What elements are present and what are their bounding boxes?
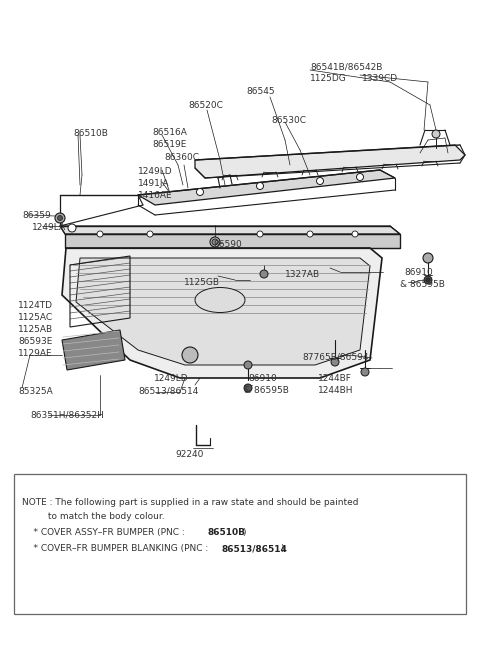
Text: 1124TD: 1124TD [18,301,53,310]
Text: 85325A: 85325A [18,387,53,396]
Circle shape [424,276,432,284]
Text: 1244BH: 1244BH [318,386,353,395]
Circle shape [182,347,198,363]
Text: 1125GB: 1125GB [184,278,220,287]
Polygon shape [62,330,125,370]
Circle shape [212,239,218,245]
Text: * COVER–FR BUMPER BLANKING (PNC :: * COVER–FR BUMPER BLANKING (PNC : [22,544,211,553]
Text: 1249LD: 1249LD [138,167,173,176]
Text: NOTE : The following part is supplied in a raw state and should be painted: NOTE : The following part is supplied in… [22,498,359,507]
Circle shape [307,231,313,237]
Text: 86530C: 86530C [271,116,306,125]
Text: 1249LA: 1249LA [32,223,66,232]
Text: 86590: 86590 [213,240,242,249]
Text: 86351H/86352H: 86351H/86352H [30,410,104,419]
Text: 86520C: 86520C [188,101,223,110]
Text: 1339CD: 1339CD [362,74,398,83]
Circle shape [331,358,339,366]
Circle shape [352,231,358,237]
Text: 86359: 86359 [22,211,51,220]
Text: 1249LD: 1249LD [154,374,189,383]
Text: 1327AB: 1327AB [285,270,320,279]
Circle shape [316,178,324,185]
Circle shape [210,237,220,247]
Circle shape [196,189,204,195]
Circle shape [423,253,433,263]
Polygon shape [65,234,400,248]
Text: ): ) [242,528,245,537]
Text: * COVER ASSY–FR BUMPER (PNC :: * COVER ASSY–FR BUMPER (PNC : [22,528,188,537]
Circle shape [357,174,363,181]
Text: 86513/86514: 86513/86514 [222,544,288,553]
Text: 1416AE: 1416AE [138,191,173,200]
Circle shape [58,215,62,221]
Text: 1129AE: 1129AE [18,349,53,358]
Text: ): ) [280,544,284,553]
Text: 86910: 86910 [404,268,433,277]
Circle shape [426,278,430,282]
Text: 86545: 86545 [246,87,275,96]
Circle shape [256,183,264,189]
Text: 86360C: 86360C [164,153,199,162]
FancyBboxPatch shape [14,474,466,614]
Polygon shape [60,226,400,234]
Circle shape [97,231,103,237]
Text: 86593E: 86593E [18,337,52,346]
Text: 1491JA: 1491JA [138,179,169,188]
Text: 86541B/86542B: 86541B/86542B [310,62,383,71]
Text: to match the body colour.: to match the body colour. [22,512,165,521]
Circle shape [260,270,268,278]
Text: 1125DG: 1125DG [310,74,347,83]
Circle shape [147,231,153,237]
Text: 1125AC: 1125AC [18,313,53,322]
Circle shape [257,231,263,237]
Ellipse shape [195,288,245,312]
Text: 1244BF: 1244BF [318,374,352,383]
Circle shape [361,368,369,376]
Circle shape [55,213,65,223]
Text: 1125AB: 1125AB [18,325,53,334]
Text: 86510B: 86510B [207,528,245,537]
Circle shape [244,384,252,392]
Polygon shape [76,258,370,365]
Polygon shape [62,248,382,378]
Circle shape [244,361,252,369]
Text: 87765B/86594: 87765B/86594 [302,352,369,361]
Polygon shape [195,145,465,178]
Text: 86516A: 86516A [152,128,187,137]
Text: 86510B: 86510B [73,129,108,138]
Text: 86519E: 86519E [152,140,186,149]
Text: 92240: 92240 [175,450,204,459]
Text: 86513/86514: 86513/86514 [138,386,198,395]
Circle shape [68,224,76,232]
Circle shape [432,130,440,138]
Polygon shape [138,170,395,205]
Text: & 86595B: & 86595B [400,280,445,289]
Text: & 86595B: & 86595B [244,386,289,395]
Text: 86910: 86910 [248,374,277,383]
